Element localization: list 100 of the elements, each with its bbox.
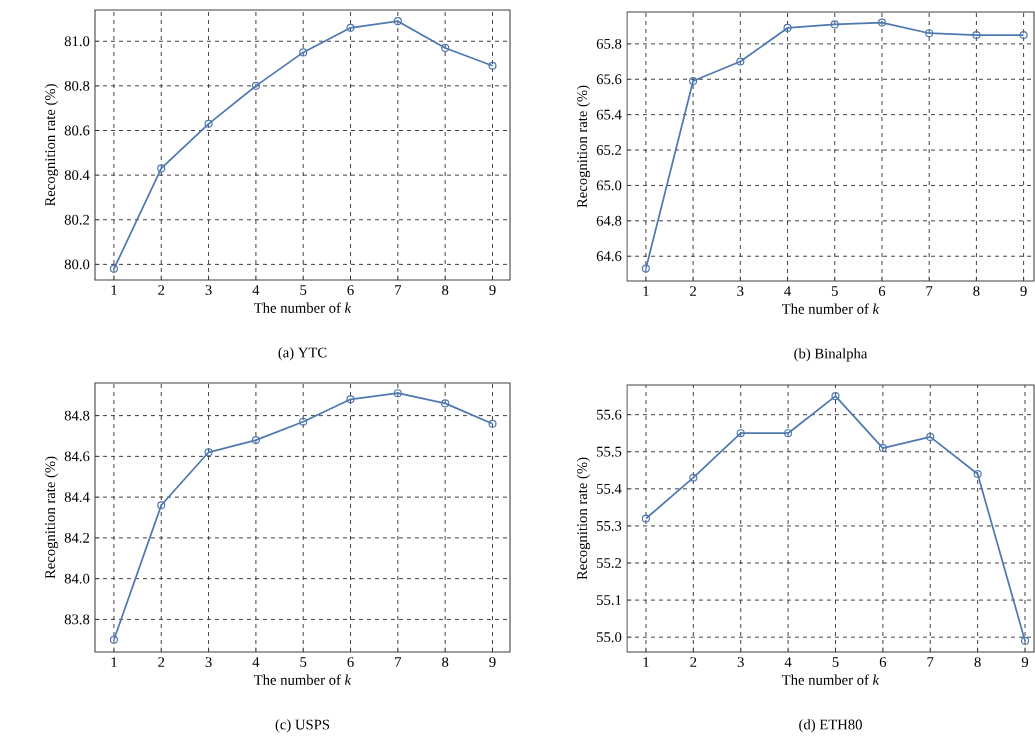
y-tick-label: 65.0 (596, 180, 622, 191)
x-tick-label: 6 (347, 285, 354, 296)
y-tick-label: 80.0 (64, 259, 90, 270)
y-tick-label: 80.8 (64, 80, 90, 91)
point (641, 514, 651, 523)
y-tick-label: 55.0 (597, 632, 622, 643)
point (441, 43, 450, 53)
x-axis-title: The number of k (782, 674, 880, 685)
x-tick-label: 5 (300, 657, 307, 667)
point (346, 23, 355, 32)
y-tick-label: 64.8 (596, 215, 622, 226)
x-tick-label: 6 (347, 657, 354, 668)
point (830, 20, 839, 29)
x-tick-label: 5 (300, 285, 307, 295)
point (441, 399, 450, 408)
y-tick-label: 80.2 (64, 214, 90, 225)
y-tick-label: 83.8 (64, 614, 90, 625)
x-tick-label: 6 (878, 286, 886, 297)
x-tick-label: 5 (832, 657, 839, 667)
point (488, 419, 497, 428)
text: (d) ETH80 (799, 719, 862, 733)
point (109, 635, 118, 644)
point (1019, 30, 1028, 40)
point (925, 29, 934, 38)
y-axis-title: Recognition rate (%) (576, 457, 591, 580)
y-tick-label: 80.6 (64, 125, 90, 136)
point (1020, 636, 1030, 645)
point (393, 17, 402, 26)
x-tick-label: 9 (489, 285, 496, 296)
x-tick-label: 2 (690, 286, 696, 296)
x-tick-label: 1 (111, 285, 117, 295)
x-tick-label: 3 (205, 285, 212, 296)
y-tick-label: 80.4 (64, 170, 90, 181)
x-tick-label: 9 (1020, 286, 1027, 297)
x-tick-label: 7 (395, 285, 402, 295)
x-tick-label: 3 (737, 286, 744, 297)
x-tick-label: 8 (973, 286, 980, 297)
point (109, 264, 118, 273)
point (346, 395, 355, 404)
y-tick-label: 55.2 (597, 558, 622, 568)
x-tick-label: 1 (643, 286, 649, 296)
point (926, 432, 935, 441)
x-tick-label: 9 (489, 657, 496, 668)
x-tick-label: 7 (395, 657, 402, 667)
point (204, 119, 213, 128)
x-tick-label: 7 (927, 657, 934, 667)
x-tick-label: 2 (690, 657, 697, 667)
x-tick-label: 1 (111, 657, 117, 667)
y-tick-label: 55.6 (597, 409, 622, 420)
y-tick-label: 65.8 (596, 38, 622, 49)
x-axis-title: The number of k (782, 303, 880, 314)
x-tick-label: 2 (158, 285, 165, 295)
x-tick-label: 4 (252, 285, 260, 295)
y-tick-label: 55.5 (597, 446, 622, 457)
y-tick-label: 65.4 (596, 109, 622, 120)
point (973, 469, 982, 479)
y-tick-label: 84.2 (64, 532, 90, 543)
point (877, 18, 887, 27)
y-tick-label: 84.8 (64, 410, 90, 421)
x-tick-label: 9 (1021, 657, 1029, 668)
y-tick-label: 65.2 (596, 145, 622, 156)
x-tick-label: 8 (442, 657, 449, 668)
point (689, 76, 698, 86)
point (972, 30, 981, 40)
point (488, 61, 497, 70)
point (689, 473, 698, 482)
x-tick-label: 8 (442, 285, 449, 296)
y-tick-label: 55.1 (597, 595, 621, 606)
text: (c) USPS (275, 719, 330, 733)
point (251, 81, 260, 90)
x-tick-label: 5 (831, 286, 838, 296)
x-tick-label: 3 (205, 657, 212, 668)
x-tick-label: 4 (784, 657, 792, 667)
point (641, 264, 650, 273)
y-tick-label: 64.6 (596, 251, 622, 262)
y-tick-label: 55.4 (597, 483, 622, 494)
x-axis-title: The number of k (254, 674, 352, 685)
y-axis-title: Recognition rate (%) (44, 84, 59, 207)
x-tick-label: 1 (643, 657, 649, 667)
text: (a) YTC (278, 347, 327, 361)
y-tick-label: 81.0 (64, 36, 90, 47)
point (299, 417, 308, 426)
y-tick-label: 65.6 (596, 74, 622, 85)
y-axis-title: Recognition rate (%) (576, 85, 591, 208)
point (393, 389, 402, 398)
y-tick-label: 84.0 (64, 573, 90, 584)
point (784, 429, 793, 438)
x-tick-label: 7 (926, 286, 933, 296)
x-axis-title: The number of k (254, 302, 352, 313)
y-tick-label: 84.6 (64, 451, 90, 462)
point (783, 23, 792, 32)
x-tick-label: 4 (784, 286, 791, 296)
x-tick-label: 2 (158, 657, 165, 667)
point (157, 164, 166, 173)
text: (b) Binalpha (794, 348, 868, 362)
point (251, 436, 260, 445)
point (831, 392, 840, 401)
point (736, 429, 745, 438)
y-tick-label: 55.3 (597, 520, 622, 531)
y-tick-label: 84.4 (64, 492, 90, 503)
